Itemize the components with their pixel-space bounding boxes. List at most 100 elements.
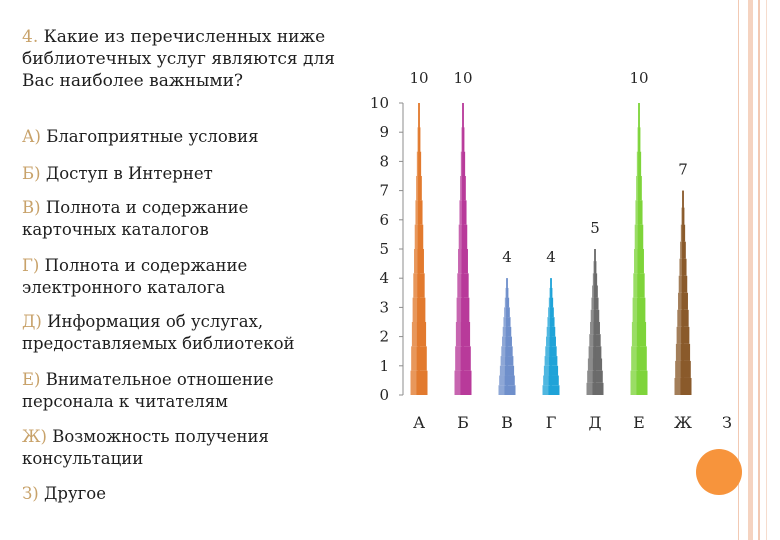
bar-highlight — [593, 261, 595, 274]
bar-highlight — [414, 249, 418, 274]
question-number: 4. — [22, 27, 39, 47]
bar-highlight — [502, 336, 506, 347]
bar-highlight — [631, 322, 637, 347]
bar-highlight — [505, 287, 507, 298]
bar-highlight — [636, 176, 639, 201]
bar-highlight — [499, 365, 505, 376]
bar-highlight — [587, 358, 593, 371]
bar-highlight — [587, 370, 593, 383]
data-label: 10 — [453, 69, 472, 87]
bar-highlight — [543, 365, 549, 376]
bar-highlight — [634, 224, 638, 249]
bar-highlight — [590, 309, 594, 322]
question-block: 4. Какие из перечисленных ниже библиотеч… — [22, 26, 342, 92]
bar-highlight — [631, 346, 637, 371]
bar-highlight — [457, 273, 462, 298]
x-tick-label: Д — [588, 413, 601, 432]
bar-highlight — [544, 356, 550, 366]
y-tick-label: 8 — [379, 152, 389, 170]
option-a: А) Благоприятные условия — [22, 127, 259, 146]
option-b: Б) Доступ в Интернет — [22, 164, 213, 183]
bar-highlight — [676, 326, 682, 344]
x-tick-label: В — [501, 413, 513, 432]
bar-highlight — [461, 127, 463, 152]
bar-highlight — [630, 370, 637, 395]
bar-5 — [586, 249, 604, 395]
bar-highlight — [680, 224, 683, 242]
x-tick-label: З — [722, 413, 732, 432]
bar-highlight — [499, 375, 505, 386]
bar-highlight — [588, 346, 594, 359]
bar-highlight — [500, 356, 506, 366]
bar-7 — [674, 190, 692, 395]
option-v: В) Полнота и содержание карточных катало… — [22, 198, 249, 239]
x-tick-label: Е — [633, 413, 645, 432]
bar-highlight — [456, 297, 462, 322]
chart-bars — [410, 103, 692, 395]
option-e: Е) Внимательное отношение персонала к чи… — [22, 370, 274, 411]
bar-highlight — [546, 326, 550, 337]
y-tick-label: 10 — [370, 94, 389, 112]
bar-highlight — [678, 292, 682, 310]
x-tick-label: Г — [546, 413, 557, 432]
bar-highlight — [636, 151, 639, 176]
data-label: 5 — [590, 219, 600, 237]
bar-highlight — [632, 297, 638, 322]
bar-highlight — [675, 360, 681, 378]
y-tick-label: 4 — [379, 269, 389, 287]
bar-highlight — [458, 224, 462, 249]
bar-6 — [630, 103, 648, 395]
bar-highlight — [548, 297, 551, 308]
bar-highlight — [504, 307, 507, 318]
y-tick-label: 0 — [379, 386, 389, 404]
y-tick-label: 2 — [379, 328, 389, 346]
bar-highlight — [545, 346, 550, 357]
option-z: З) Другое — [22, 484, 106, 503]
bar-highlight — [458, 249, 462, 274]
data-label: 10 — [409, 69, 428, 87]
bar-highlight — [413, 273, 418, 298]
data-label: 7 — [678, 161, 688, 179]
bar-highlight — [634, 249, 638, 274]
bar-highlight — [675, 343, 681, 361]
decor-stripe — [738, 0, 739, 540]
bar-highlight — [681, 207, 683, 225]
bar-2 — [454, 103, 472, 395]
bar-highlight — [633, 273, 638, 298]
bar-highlight — [504, 297, 507, 308]
bar-highlight — [679, 258, 682, 276]
bar-highlight — [459, 200, 462, 225]
bar-highlight — [503, 317, 506, 327]
x-tick-label: Ж — [674, 413, 692, 432]
chart-labels: 10 А 10 Б 4 В 4 Г 5 Д 10 Е 7 Ж З — [409, 69, 732, 432]
bar-highlight — [502, 326, 506, 337]
bar-highlight — [677, 309, 682, 327]
bar-highlight — [417, 127, 419, 152]
bar-highlight — [411, 346, 417, 371]
bar-highlight — [637, 127, 639, 152]
data-label: 4 — [502, 248, 512, 266]
bar-highlight — [416, 151, 419, 176]
x-tick-label: Б — [457, 413, 469, 432]
bar-highlight — [411, 322, 417, 347]
y-tick-label: 5 — [379, 240, 389, 258]
bar-highlight — [678, 275, 682, 293]
bar-1 — [410, 103, 428, 395]
bar-highlight — [454, 370, 461, 395]
bar-highlight — [586, 382, 593, 395]
bar-highlight — [592, 285, 595, 298]
bar-highlight — [415, 200, 418, 225]
bar-highlight — [416, 176, 419, 201]
question-title: 4. Какие из перечисленных ниже библиотеч… — [22, 26, 342, 92]
bar-highlight — [547, 317, 550, 327]
bar-highlight — [590, 322, 594, 335]
y-tick-label: 6 — [379, 211, 389, 229]
bar-highlight — [455, 346, 461, 371]
x-tick-label: А — [413, 413, 425, 432]
bar-highlight — [410, 370, 417, 395]
bar-3 — [498, 278, 516, 395]
bar-highlight — [460, 151, 463, 176]
data-label: 10 — [629, 69, 648, 87]
data-label: 4 — [546, 248, 556, 266]
